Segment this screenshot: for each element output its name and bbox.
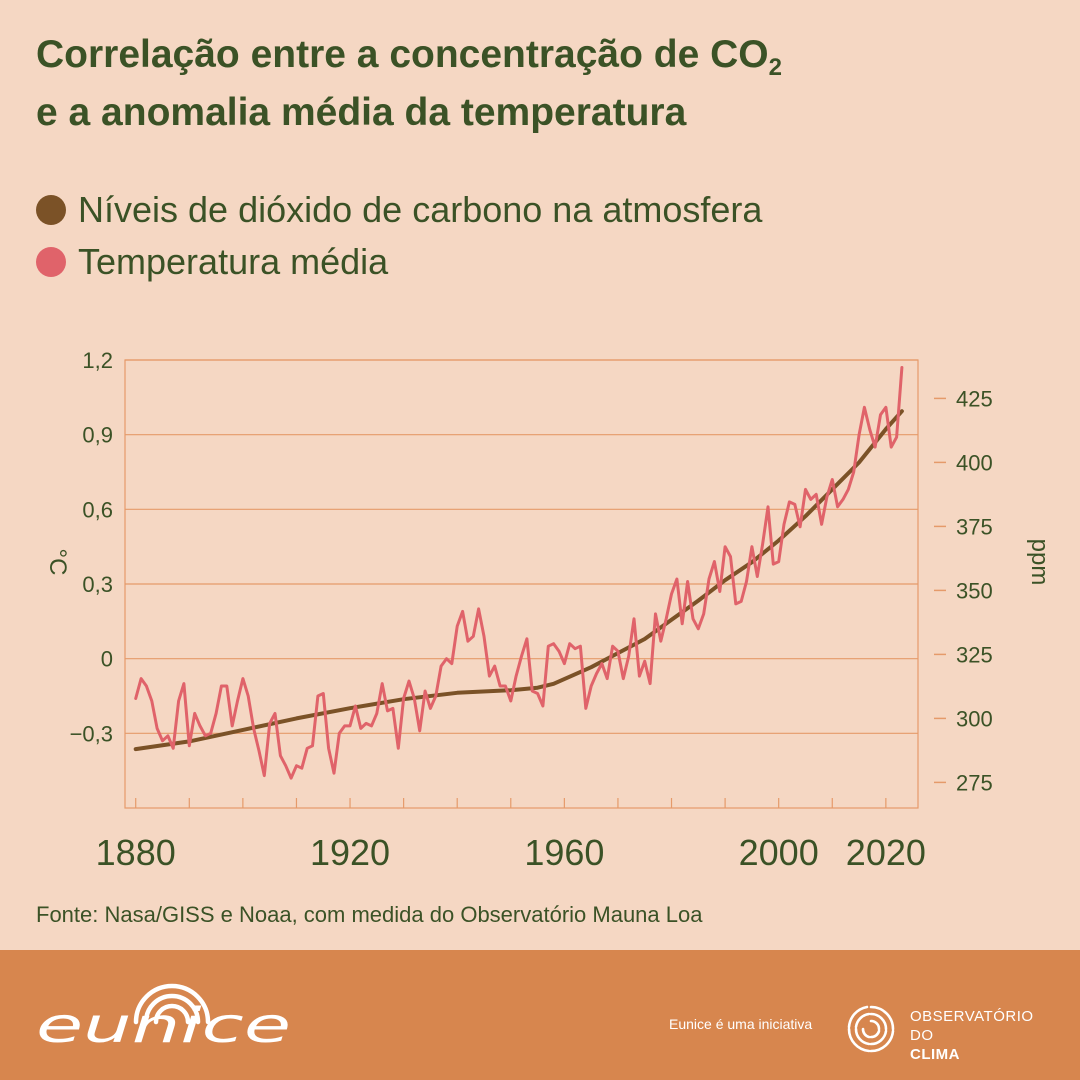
source-note: Fonte: Nasa/GISS e Noaa, com medida do O… (36, 902, 703, 927)
chart-grid (125, 359, 918, 734)
y2-tick-label: 325 (956, 642, 993, 667)
y-tick-label: 0,3 (82, 572, 113, 597)
x-tick-label: 2020 (846, 832, 926, 870)
legend-label-temperature: Temperatura média (78, 241, 389, 282)
chart-title-line-1: Correlação entre a concentração de CO2 (36, 26, 1036, 84)
y2-tick-label: 400 (956, 450, 993, 475)
y-tick-label: 0,9 (82, 423, 113, 448)
chart-legend: Níveis de dióxido de carbono na atmosfer… (36, 184, 762, 288)
eunice-logo[interactable]: eunice (36, 976, 296, 1052)
series-lines (133, 366, 904, 780)
y-axis-label: °C (44, 549, 71, 576)
y2-tick-label: 300 (956, 706, 993, 731)
y2-tick-label: 350 (956, 578, 993, 603)
eunice-wordmark: eunice (36, 998, 291, 1052)
chart-title-line-2: e a anomalia média da temperatura (36, 91, 687, 134)
y-tick-label: 0 (101, 647, 113, 672)
observatorio-clima-wordmark[interactable]: OBSERVATÓRIO DO CLIMA (910, 1007, 1034, 1064)
rainbow-arcs-icon (133, 983, 211, 1025)
x-tick-label: 2000 (739, 832, 819, 870)
initiative-text: Eunice é uma iniciativa (669, 1016, 813, 1032)
chart-title: Correlação entre a concentração de CO2 e… (36, 26, 1036, 142)
partner-name-line-1: OBSERVATÓRIO (910, 1008, 1034, 1025)
series-line-co2 (133, 409, 904, 752)
y2-tick-label: 375 (956, 514, 993, 539)
series-line-temperature (134, 366, 904, 780)
legend-dot-co2 (36, 195, 66, 225)
partner-name-clima: CLIMA (910, 1046, 960, 1063)
y-tick-label: 0,6 (82, 497, 113, 522)
x-tick-label: 1880 (96, 832, 176, 870)
swirl-icon[interactable] (843, 1001, 899, 1057)
legend-label-co2: Níveis de dióxido de carbono na atmosfer… (78, 189, 763, 230)
co2-subscript: 2 (768, 54, 782, 81)
plot-frame (124, 359, 919, 809)
legend-item-temperature: Temperatura média (36, 236, 762, 288)
y-tick-label: −0,3 (70, 721, 113, 746)
y2-tick-label: 425 (956, 386, 993, 411)
y2-tick-label: 275 (956, 770, 993, 795)
footer-bar: eunice Eunice é uma iniciativa OBSERVATÓ… (0, 950, 1080, 1080)
x-tick-label: 1960 (524, 832, 604, 870)
partner-name-line-2: DO CLIMA (910, 1026, 1034, 1064)
y2-axis-label: ppm (1026, 539, 1053, 586)
x-tick-label: 1920 (310, 832, 390, 870)
y-tick-label: 1,2 (82, 348, 113, 373)
partner-name-do: DO (910, 1027, 934, 1044)
co2-temperature-chart: −0,3 0 0,3 0,6 0,9 1,2 275 300 325 350 375 400 425 18… (44, 348, 1053, 870)
legend-dot-temperature (36, 247, 66, 277)
axis-ticks: −0,3 0 0,3 0,6 0,9 1,2 275 300 325 350 375 400 425 18… (70, 348, 993, 870)
chart-title-text-1: Correlação entre a concentração de CO (36, 33, 769, 76)
legend-item-co2: Níveis de dióxido de carbono na atmosfer… (36, 184, 762, 236)
